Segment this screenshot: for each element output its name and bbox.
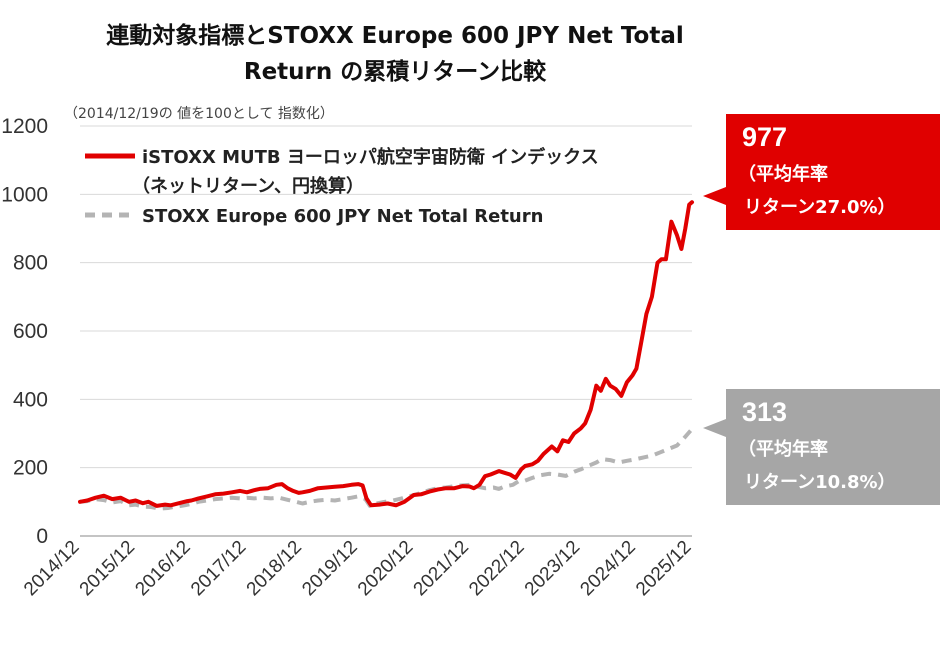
callout-index-line1: （平均年率 bbox=[738, 163, 828, 185]
series-line-stoxx600 bbox=[79, 427, 694, 511]
chart-title-line2: Return の累積リターン比較 bbox=[244, 58, 547, 85]
x-tick-label-2014/12: 2014/12 bbox=[20, 537, 83, 600]
y-tick-label-1200: 1200 bbox=[1, 115, 48, 138]
y-tick-label-200: 200 bbox=[13, 457, 48, 480]
legend-label-index-line2: （ネットリターン、円換算） bbox=[132, 175, 364, 197]
y-tick-label-0: 0 bbox=[36, 525, 48, 548]
series-line-index bbox=[78, 200, 694, 508]
callout-index-line2: リターン27.0%） bbox=[744, 197, 896, 218]
legend-label-stoxx600: STOXX Europe 600 JPY Net Total Return bbox=[142, 206, 543, 227]
callout-stoxx600-line2: リターン10.8%） bbox=[744, 472, 896, 493]
x-axis-ticks: 2014/122015/122016/122017/122018/122019/… bbox=[20, 537, 695, 600]
callout-stoxx600-line1: （平均年率 bbox=[738, 438, 828, 460]
y-tick-label-800: 800 bbox=[13, 252, 48, 275]
x-tick-label-2015/12: 2015/12 bbox=[76, 537, 139, 600]
x-tick-label-2020/12: 2020/12 bbox=[354, 537, 417, 600]
callout-stoxx600-box bbox=[703, 389, 940, 505]
x-tick-label-2025/12: 2025/12 bbox=[632, 537, 695, 600]
callout-index-box bbox=[703, 114, 940, 230]
x-tick-label-2022/12: 2022/12 bbox=[465, 537, 528, 600]
chart-title-line1: 連動対象指標とSTOXX Europe 600 JPY Net Total bbox=[106, 22, 684, 49]
series-lines bbox=[78, 200, 694, 511]
callout-stoxx600: 313 （平均年率 リターン10.8%） bbox=[703, 389, 940, 505]
y-tick-label-1000: 1000 bbox=[1, 183, 48, 206]
x-tick-label-2019/12: 2019/12 bbox=[298, 537, 361, 600]
y-tick-label-600: 600 bbox=[13, 320, 48, 343]
index-basis-note: （2014/12/19の 値を100として 指数化） bbox=[64, 106, 334, 122]
callout-index: 977 （平均年率 リターン27.0%） bbox=[703, 114, 940, 230]
x-tick-label-2017/12: 2017/12 bbox=[187, 537, 250, 600]
x-tick-label-2023/12: 2023/12 bbox=[521, 537, 584, 600]
legend: iSTOXX MUTB ヨーロッパ航空宇宙防衛 インデックス （ネットリターン、… bbox=[85, 146, 599, 227]
y-tick-label-400: 400 bbox=[13, 388, 48, 411]
x-tick-label-2016/12: 2016/12 bbox=[131, 537, 194, 600]
x-tick-label-2021/12: 2021/12 bbox=[410, 537, 473, 600]
legend-label-index: iSTOXX MUTB ヨーロッパ航空宇宙防衛 インデックス bbox=[142, 146, 599, 168]
callout-stoxx600-value: 313 bbox=[742, 397, 787, 427]
callout-index-value: 977 bbox=[742, 122, 787, 152]
x-tick-label-2018/12: 2018/12 bbox=[243, 537, 306, 600]
y-axis-ticks: 0 200 400 600 800 1000 1200 bbox=[1, 115, 48, 548]
x-tick-label-2024/12: 2024/12 bbox=[576, 537, 639, 600]
gridlines bbox=[80, 125, 692, 537]
